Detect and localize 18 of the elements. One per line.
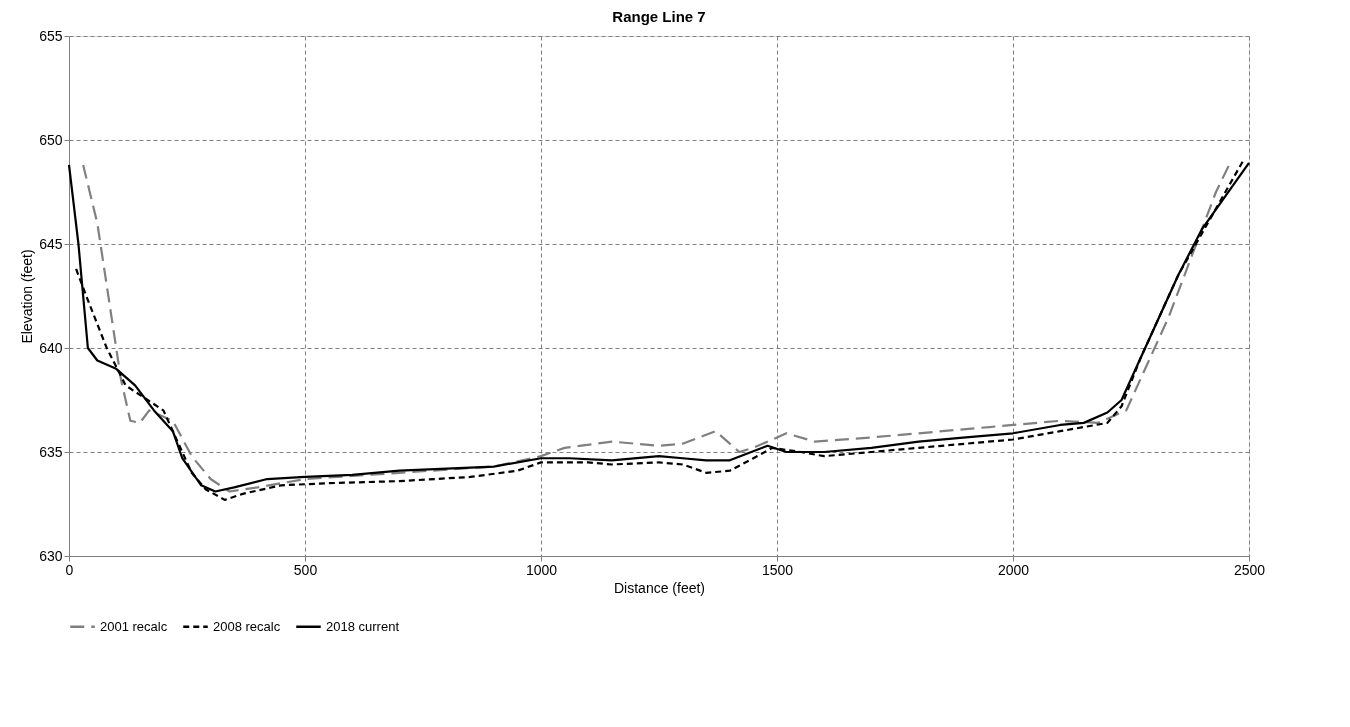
x-axis-title: Distance (feet) — [613, 579, 706, 596]
x-tick-label: 2500 — [1233, 561, 1266, 578]
legend-label: 2018 current — [326, 618, 400, 634]
x-tick-label: 500 — [293, 561, 318, 578]
chart-title: Range Line 7 — [612, 8, 706, 25]
y-tick-label: 640 — [39, 339, 63, 356]
y-axis-title: Elevation (feet) — [19, 249, 36, 344]
y-tick-label: 655 — [39, 27, 63, 44]
legend-label: 2008 recalc — [213, 618, 281, 634]
x-tick-label: 0 — [65, 561, 74, 578]
y-tick-label: 630 — [39, 547, 63, 564]
x-tick-label: 1500 — [761, 561, 794, 578]
x-tick-label: 2000 — [997, 561, 1030, 578]
y-tick-label: 635 — [39, 443, 63, 460]
y-tick-label: 650 — [39, 131, 63, 148]
x-tick-label: 1000 — [525, 561, 558, 578]
legend-label: 2001 recalc — [100, 618, 168, 634]
y-tick-label: 645 — [39, 235, 63, 252]
